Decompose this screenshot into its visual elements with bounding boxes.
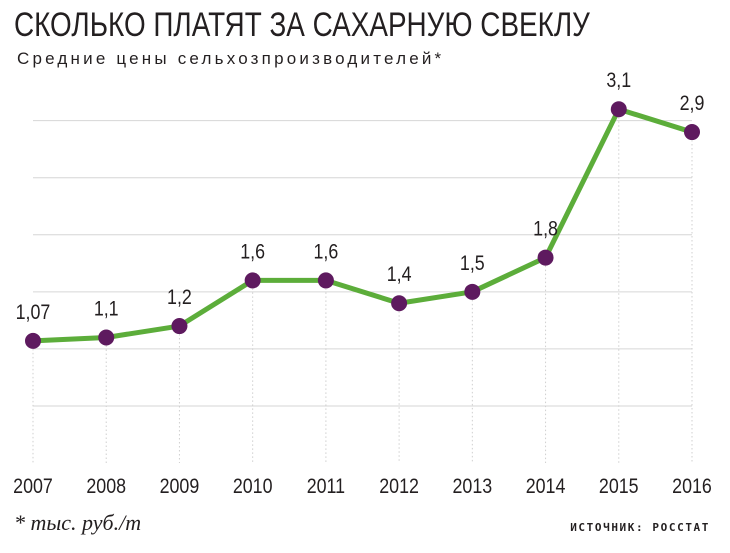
data-point xyxy=(98,329,115,346)
data-label: 1,6 xyxy=(313,240,338,264)
data-point xyxy=(25,332,41,349)
data-label: 1,5 xyxy=(460,252,485,276)
data-label: 1,8 xyxy=(533,217,558,241)
x-tick-label: 2012 xyxy=(379,475,419,499)
data-point xyxy=(244,272,261,289)
data-label: 1,07 xyxy=(16,301,51,325)
x-tick-label: 2008 xyxy=(86,475,126,499)
data-labels: 1,07 1,1 1,2 1,6 1,6 1,4 1,5 1,8 3,1 2,9 xyxy=(16,69,705,324)
data-label: 1,2 xyxy=(167,286,192,310)
series-line xyxy=(30,106,695,344)
x-tick-label: 2016 xyxy=(672,475,712,499)
data-label: 1,1 xyxy=(94,297,119,321)
gridlines xyxy=(33,120,692,407)
data-label: 1,6 xyxy=(240,240,265,264)
x-tick-label: 2015 xyxy=(599,475,639,499)
data-point xyxy=(317,272,334,289)
chart-title: СКОЛЬКО ПЛАТЯТ ЗА САХАРНУЮ СВЕКЛУ xyxy=(14,6,590,44)
data-point xyxy=(684,124,700,141)
data-label: 2,9 xyxy=(680,92,705,116)
data-point xyxy=(610,101,627,118)
x-tick-label: 2014 xyxy=(526,475,566,499)
x-tick-label: 2007 xyxy=(13,475,53,499)
x-tick-label: 2013 xyxy=(452,475,492,499)
x-gridlines xyxy=(32,109,693,463)
markers xyxy=(25,101,700,349)
x-tick-label: 2009 xyxy=(160,475,200,499)
data-point xyxy=(464,283,481,300)
chart-subtitle: Средние цены сельхозпроизводителей* xyxy=(17,49,445,68)
data-point xyxy=(171,318,188,335)
x-tick-label: 2010 xyxy=(233,475,273,499)
footnote: * тыс. руб./т xyxy=(14,510,142,535)
source-note: ИСТОЧНИК: РОССТАТ xyxy=(570,521,710,534)
data-point xyxy=(391,295,408,312)
data-point xyxy=(537,249,554,266)
x-tick-labels: 2007 2008 2009 2010 2011 2012 2013 2014 2015 2016 xyxy=(13,475,712,499)
data-label: 3,1 xyxy=(606,69,631,93)
x-tick-label: 2011 xyxy=(307,475,345,499)
data-label: 1,4 xyxy=(387,263,412,287)
